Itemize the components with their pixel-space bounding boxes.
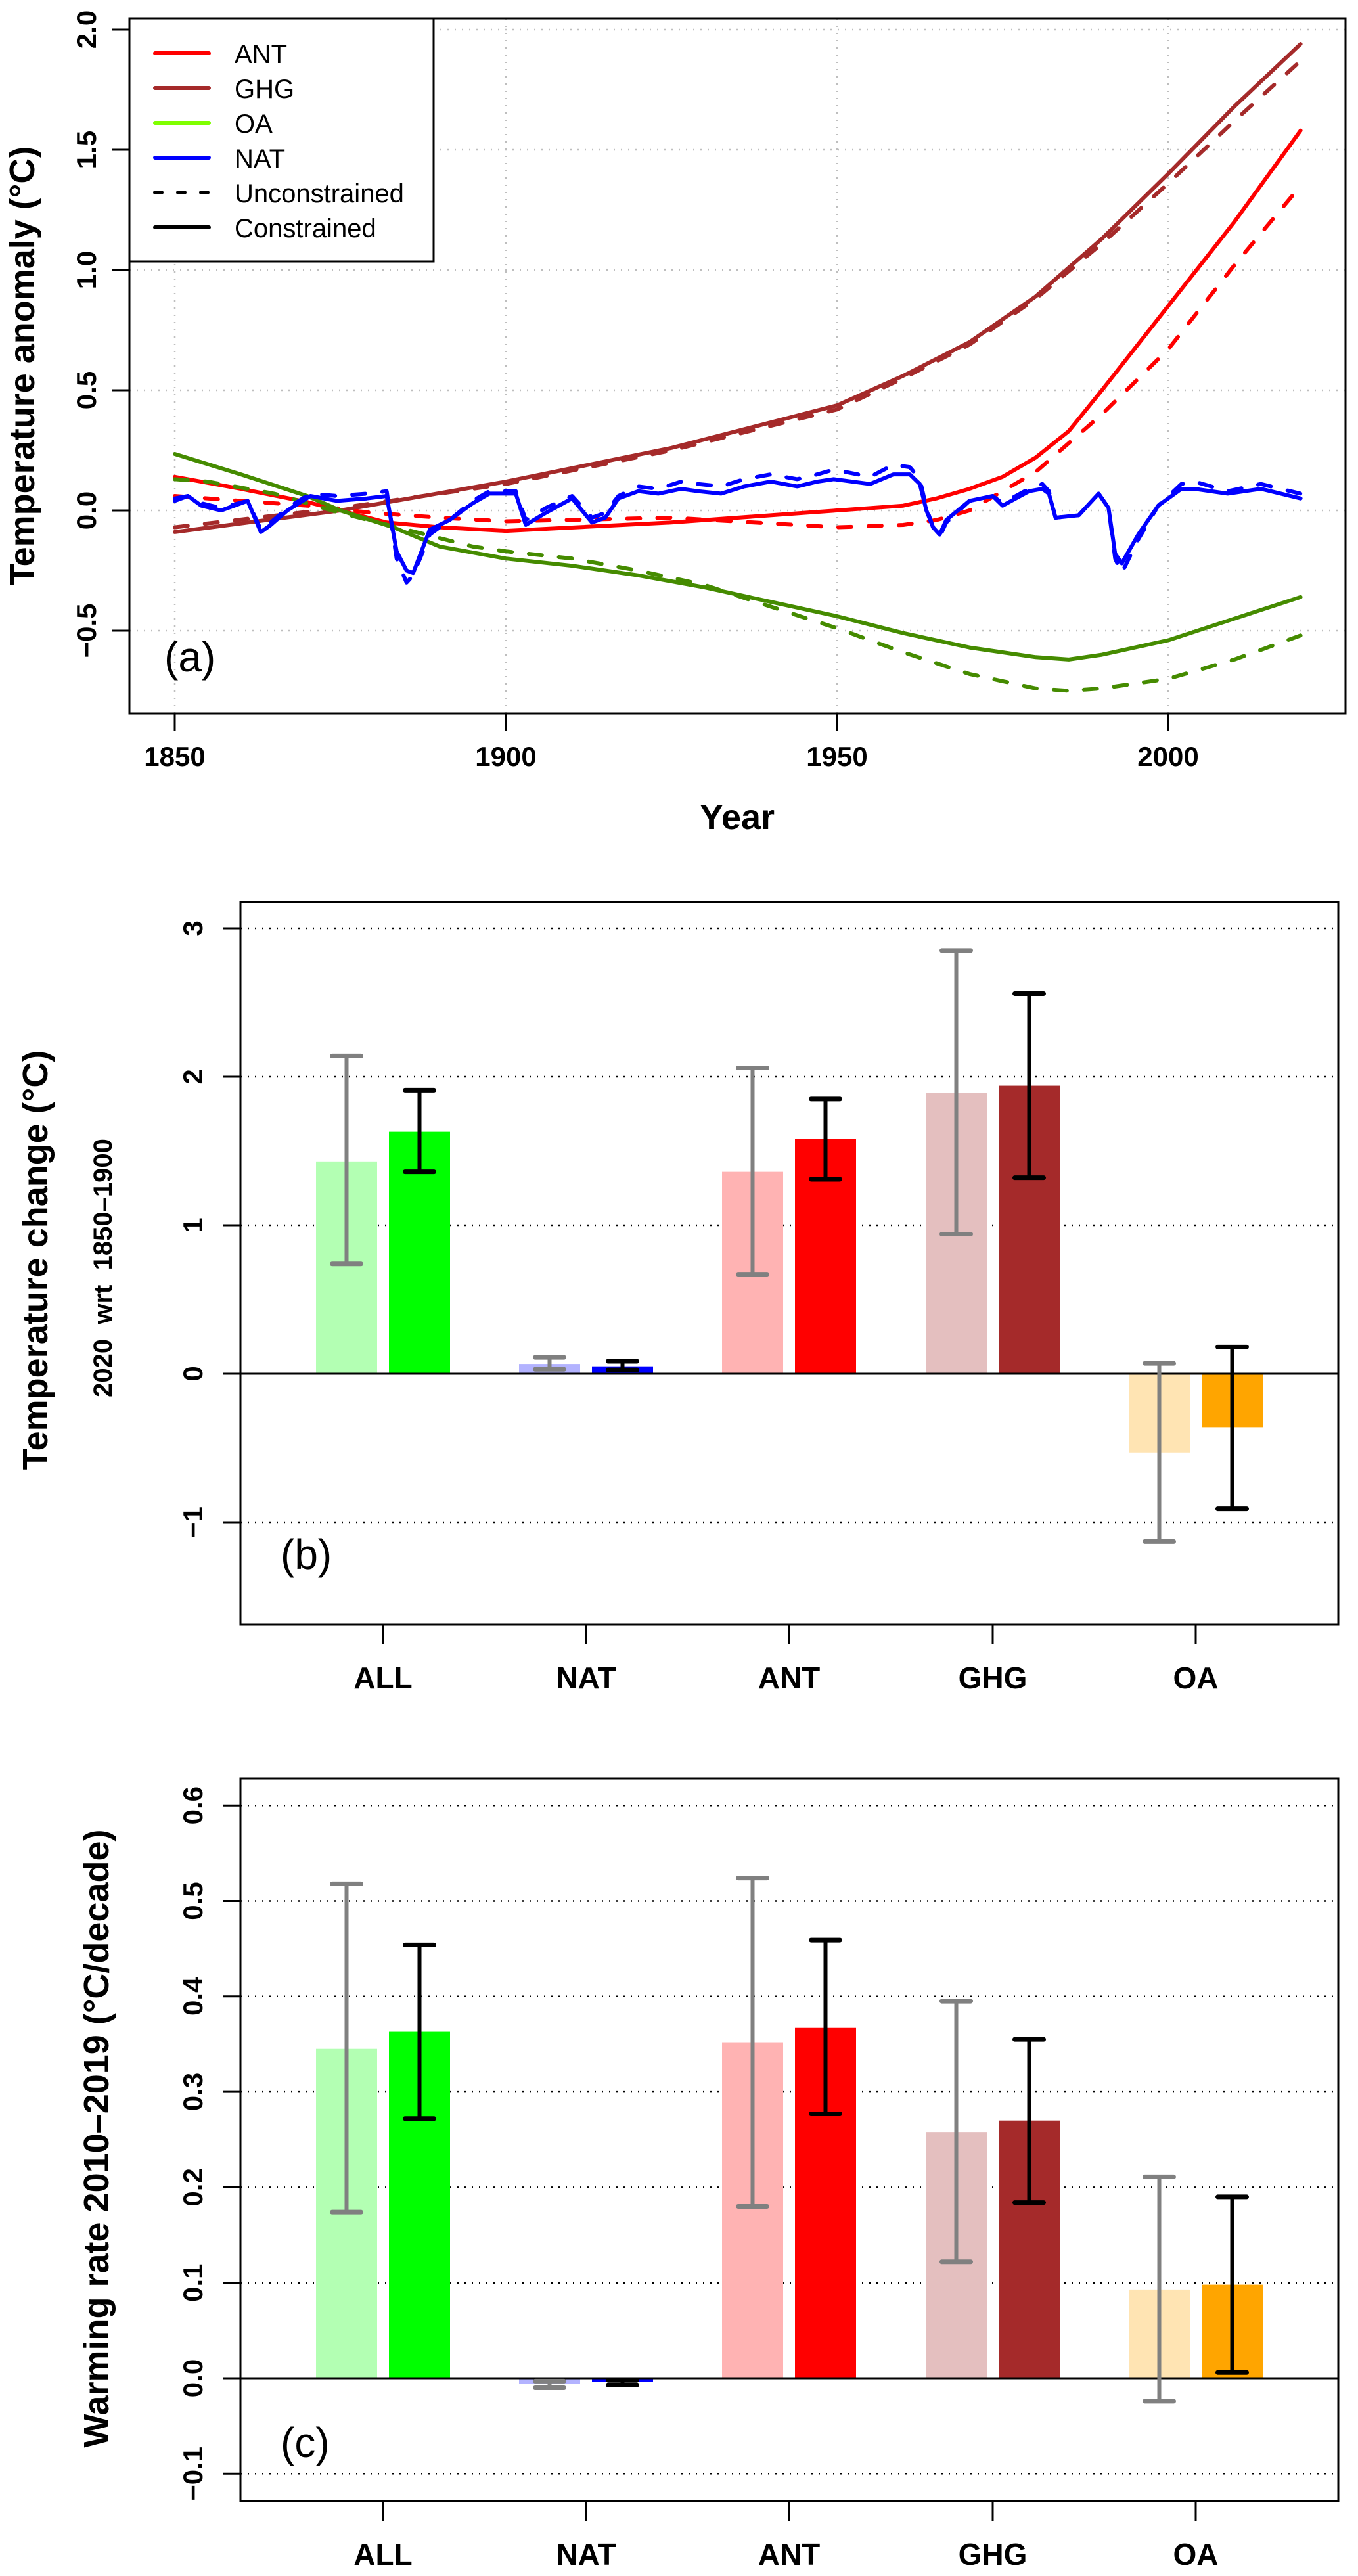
category-label-ant: ANT [758, 1661, 821, 1695]
error-bar-oa-constrained [1215, 2194, 1249, 2375]
error-bar-ant-unconstrained [736, 1876, 769, 2209]
panel-c-y-axis: −0.1 0.0 0.1 0.2 0.3 0.4 0.5 0.6 [177, 1786, 240, 2501]
x-tick-label: 1850 [144, 741, 205, 772]
category-label-ghg: GHG [959, 1661, 1028, 1695]
category-label-ant: ANT [758, 2537, 821, 2571]
panel-a-grid [129, 18, 1346, 713]
y-tick-label: −1 [177, 1506, 208, 1538]
y-tick-label: 0 [177, 1366, 208, 1381]
category-label-nat: NAT [556, 2537, 616, 2571]
series-line-nat-constrained [173, 472, 1303, 576]
y-tick-label: 0.0 [177, 2359, 208, 2397]
category-label-oa: OA [1173, 1661, 1219, 1695]
y-tick-label: 1 [177, 1217, 208, 1232]
panel-a-label: (a) [164, 633, 215, 681]
panel-a-y-axis: −0.5 0.0 0.5 1.0 1.5 2.0 [71, 11, 129, 658]
category-label-nat: NAT [556, 1661, 616, 1695]
panel-a-y-axis-title: Temperature anomaly (°C) [3, 147, 42, 586]
panel-b-y-axis-subtitle: 2020 wrt 1850–1900 [89, 1139, 118, 1397]
panel-b-x-axis: ALL NAT ANT GHG OA [353, 1625, 1219, 1695]
error-bar-nat-unconstrained [533, 1355, 566, 1372]
series-line-ant-unconstrained [173, 183, 1303, 530]
error-bar-oa-unconstrained [1143, 2174, 1176, 2404]
x-tick-label: 1900 [475, 741, 536, 772]
y-tick-label: 0.5 [71, 371, 102, 409]
y-tick-label: −0.5 [71, 604, 102, 658]
legend-label-nat: NAT [235, 145, 285, 173]
error-bar-all-unconstrained [330, 1053, 363, 1267]
error-bar-nat-unconstrained [533, 2378, 566, 2391]
panel-b-bar-chart: ALL NAT ANT GHG OA −1 0 1 2 3 Temperature change… [16, 901, 1340, 1695]
panel-a-series [173, 42, 1303, 693]
panel-c-bars [240, 1876, 1338, 2404]
series-line-oa-constrained [173, 452, 1303, 662]
error-bar-ghg-unconstrained [939, 948, 973, 1237]
series-line-nat-unconstrained [173, 463, 1303, 585]
y-tick-label: 0.1 [177, 2264, 208, 2302]
x-tick-label: 2000 [1137, 741, 1198, 772]
legend: ANT GHG OA NAT Unconstrained Constrained [128, 17, 435, 263]
error-bar-ant-unconstrained [736, 1065, 769, 1277]
panel-b-bars [240, 948, 1338, 1544]
y-tick-label: 1.5 [71, 131, 102, 169]
y-tick-label: 0.4 [177, 1977, 208, 2016]
error-bar-nat-constrained [606, 2378, 639, 2387]
panel-c-y-axis-title: Warming rate 2010–2019 (°C/decade) [77, 1829, 116, 2447]
error-bar-oa-unconstrained [1143, 1361, 1176, 1544]
category-label-oa: OA [1173, 2537, 1219, 2571]
category-label-ghg: GHG [959, 2537, 1028, 2571]
y-tick-label: 1.0 [71, 251, 102, 289]
panel-c-bar-chart: ALL NAT ANT GHG OA −0.1 0.0 0.1 0.2 0.3 0.4 0.5 0.6… [77, 1777, 1340, 2571]
error-bar-oa-constrained [1215, 1344, 1249, 1512]
y-tick-label: 0.2 [177, 2168, 208, 2206]
legend-label-constrained: Constrained [235, 214, 376, 243]
y-tick-label: 3 [177, 920, 208, 936]
panel-a-x-axis: 1850 1900 1950 2000 [144, 713, 1199, 772]
x-tick-label: 1950 [806, 741, 867, 772]
legend-label-ant: ANT [235, 40, 287, 69]
panel-a-line-chart: 1850 1900 1950 2000 −0.5 0.0 0.5 1.0 1.5 2.0 Yea… [3, 11, 1347, 837]
panel-b-label: (b) [281, 1531, 332, 1578]
error-bar-nat-constrained [606, 1359, 639, 1372]
error-bar-ant-constrained [809, 1096, 842, 1182]
legend-label-unconstrained: Unconstrained [235, 179, 404, 208]
y-tick-label: 0.0 [71, 491, 102, 530]
series-line-ghg-constrained [173, 42, 1303, 534]
error-bar-ghg-constrained [1012, 2037, 1046, 2205]
panel-b-y-axis: −1 0 1 2 3 [177, 920, 240, 1538]
panel-a-plot-frame [128, 17, 1347, 715]
y-tick-label: 2.0 [71, 11, 102, 49]
error-bar-ghg-constrained [1012, 991, 1046, 1181]
legend-label-oa: OA [235, 110, 273, 139]
panel-c-label: (c) [281, 2419, 330, 2466]
legend-box [128, 17, 435, 263]
error-bar-all-constrained [403, 1087, 436, 1175]
y-tick-label: 2 [177, 1069, 208, 1084]
y-tick-label: −0.1 [177, 2447, 208, 2501]
error-bar-ghg-unconstrained [939, 1999, 973, 2265]
category-label-all: ALL [353, 1661, 412, 1695]
y-tick-label: 0.6 [177, 1786, 208, 1824]
panel-b-y-axis-title: Temperature change (°C) [16, 1051, 55, 1470]
legend-label-ghg: GHG [235, 75, 294, 104]
panel-a-x-axis-title: Year [700, 798, 775, 837]
y-tick-label: 0.3 [177, 2073, 208, 2111]
panel-c-x-axis: ALL NAT ANT GHG OA [353, 2501, 1219, 2571]
error-bar-all-unconstrained [330, 1881, 363, 2215]
y-tick-label: 0.5 [177, 1882, 208, 1920]
error-bar-all-constrained [403, 1942, 436, 2121]
category-label-all: ALL [353, 2537, 412, 2571]
error-bar-ant-constrained [809, 1937, 842, 2117]
